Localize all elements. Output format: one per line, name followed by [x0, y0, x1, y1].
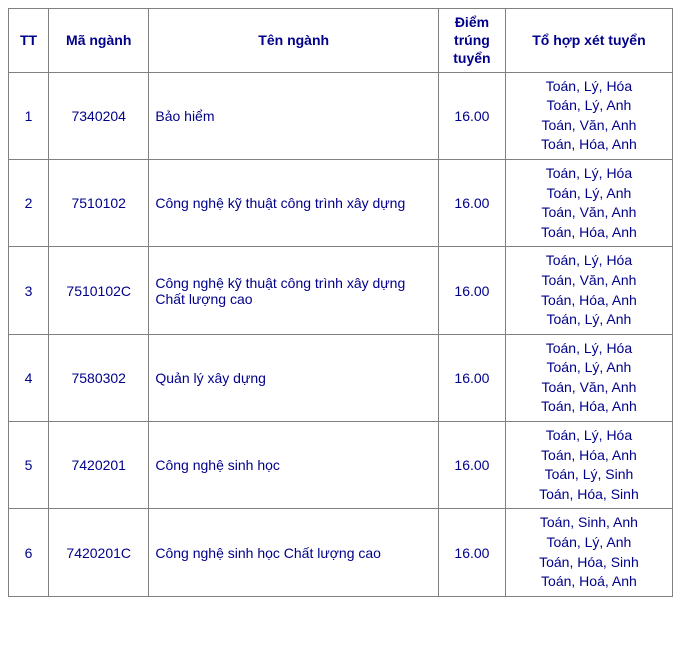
- cell-ma: 7510102: [49, 159, 149, 246]
- cell-ten: Công nghệ kỹ thuật công trình xây dựng: [149, 159, 439, 246]
- tohop-line: Toán, Lý, Hóa: [512, 339, 666, 359]
- tohop-line: Toán, Lý, Hóa: [512, 164, 666, 184]
- cell-diem: 16.00: [439, 509, 506, 596]
- header-tohop: Tổ hợp xét tuyển: [505, 9, 672, 73]
- cell-ten: Công nghệ kỹ thuật công trình xây dựng C…: [149, 247, 439, 334]
- tohop-line: Toán, Hoá, Anh: [512, 572, 666, 592]
- tohop-line: Toán, Sinh, Anh: [512, 513, 666, 533]
- tohop-line: Toán, Lý, Anh: [512, 184, 666, 204]
- cell-tt: 3: [9, 247, 49, 334]
- tohop-line: Toán, Lý, Hóa: [512, 251, 666, 271]
- header-tt: TT: [9, 9, 49, 73]
- header-diem: Điểm trúng tuyển: [439, 9, 506, 73]
- cell-tt: 4: [9, 334, 49, 421]
- tohop-line: Toán, Lý, Anh: [512, 96, 666, 116]
- tohop-line: Toán, Văn, Anh: [512, 271, 666, 291]
- admissions-table: TT Mã ngành Tên ngành Điểm trúng tuyển T…: [8, 8, 673, 597]
- cell-ten: Công nghệ sinh học Chất lượng cao: [149, 509, 439, 596]
- header-row: TT Mã ngành Tên ngành Điểm trúng tuyển T…: [9, 9, 673, 73]
- cell-diem: 16.00: [439, 422, 506, 509]
- tohop-line: Toán, Lý, Hóa: [512, 77, 666, 97]
- cell-ma: 7420201C: [49, 509, 149, 596]
- cell-tohop: Toán, Lý, HóaToán, Lý, AnhToán, Văn, Anh…: [505, 72, 672, 159]
- table-row: 57420201Công nghệ sinh học16.00Toán, Lý,…: [9, 422, 673, 509]
- tohop-line: Toán, Lý, Anh: [512, 533, 666, 553]
- cell-ma: 7420201: [49, 422, 149, 509]
- header-ma: Mã ngành: [49, 9, 149, 73]
- tohop-line: Toán, Hóa, Sinh: [512, 485, 666, 505]
- cell-tohop: Toán, Lý, HóaToán, Lý, AnhToán, Văn, Anh…: [505, 159, 672, 246]
- cell-diem: 16.00: [439, 247, 506, 334]
- cell-tohop: Toán, Lý, HóaToán, Lý, AnhToán, Văn, Anh…: [505, 334, 672, 421]
- cell-ma: 7340204: [49, 72, 149, 159]
- cell-tt: 2: [9, 159, 49, 246]
- tohop-line: Toán, Lý, Sinh: [512, 465, 666, 485]
- tohop-line: Toán, Hóa, Anh: [512, 135, 666, 155]
- cell-ma: 7580302: [49, 334, 149, 421]
- table-row: 37510102CCông nghệ kỹ thuật công trình x…: [9, 247, 673, 334]
- tohop-line: Toán, Văn, Anh: [512, 116, 666, 136]
- cell-tt: 6: [9, 509, 49, 596]
- cell-tt: 5: [9, 422, 49, 509]
- table-row: 17340204Bảo hiểm16.00Toán, Lý, HóaToán, …: [9, 72, 673, 159]
- tohop-line: Toán, Hóa, Anh: [512, 397, 666, 417]
- tohop-line: Toán, Lý, Anh: [512, 358, 666, 378]
- cell-ten: Bảo hiểm: [149, 72, 439, 159]
- cell-diem: 16.00: [439, 159, 506, 246]
- cell-tohop: Toán, Lý, HóaToán, Văn, AnhToán, Hóa, An…: [505, 247, 672, 334]
- cell-tohop: Toán, Lý, HóaToán, Hóa, AnhToán, Lý, Sin…: [505, 422, 672, 509]
- table-body: 17340204Bảo hiểm16.00Toán, Lý, HóaToán, …: [9, 72, 673, 596]
- tohop-line: Toán, Văn, Anh: [512, 203, 666, 223]
- tohop-line: Toán, Lý, Hóa: [512, 426, 666, 446]
- tohop-line: Toán, Hóa, Anh: [512, 223, 666, 243]
- cell-ten: Quản lý xây dựng: [149, 334, 439, 421]
- cell-ten: Công nghệ sinh học: [149, 422, 439, 509]
- cell-diem: 16.00: [439, 72, 506, 159]
- tohop-line: Toán, Hóa, Anh: [512, 291, 666, 311]
- table-row: 67420201CCông nghệ sinh học Chất lượng c…: [9, 509, 673, 596]
- tohop-line: Toán, Hóa, Sinh: [512, 553, 666, 573]
- cell-tt: 1: [9, 72, 49, 159]
- header-ten: Tên ngành: [149, 9, 439, 73]
- cell-diem: 16.00: [439, 334, 506, 421]
- table-row: 27510102Công nghệ kỹ thuật công trình xâ…: [9, 159, 673, 246]
- cell-tohop: Toán, Sinh, AnhToán, Lý, AnhToán, Hóa, S…: [505, 509, 672, 596]
- table-row: 47580302Quản lý xây dựng16.00Toán, Lý, H…: [9, 334, 673, 421]
- tohop-line: Toán, Lý, Anh: [512, 310, 666, 330]
- tohop-line: Toán, Hóa, Anh: [512, 446, 666, 466]
- cell-ma: 7510102C: [49, 247, 149, 334]
- tohop-line: Toán, Văn, Anh: [512, 378, 666, 398]
